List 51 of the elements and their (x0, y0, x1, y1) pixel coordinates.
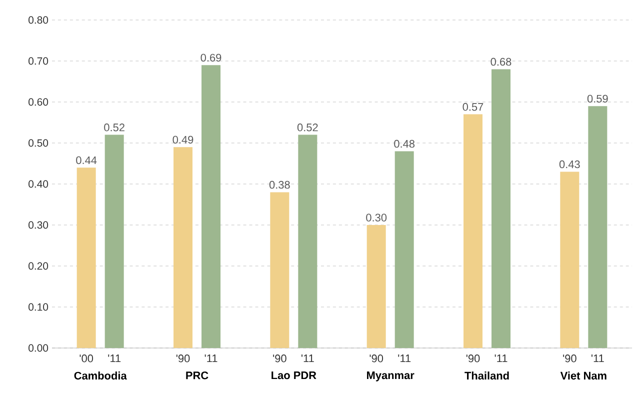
text: '90 (176, 354, 190, 362)
bar (270, 192, 290, 348)
text: '90 (563, 354, 576, 362)
text: '11 (592, 354, 604, 362)
bar (366, 225, 386, 348)
data-label: 0.49 (172, 136, 194, 144)
y-tick-label: 0.50 (28, 139, 48, 147)
y-tick-label: 0.00 (28, 344, 48, 352)
x-tick-label: Thailand (464, 372, 509, 380)
text: '90 (370, 354, 384, 362)
data-label: 0.48 (394, 140, 415, 148)
bar (174, 147, 192, 348)
text: '90 (466, 354, 480, 362)
text: '11 (204, 354, 218, 362)
data-label: 0.69 (200, 54, 222, 62)
x-tick-label: Viet Nam (560, 372, 606, 380)
bar (76, 168, 96, 348)
data-label: 0.43 (559, 160, 580, 168)
text: '11 (398, 354, 411, 362)
bar (104, 134, 124, 348)
y-tick-label: 0.40 (28, 180, 48, 188)
y-tick-label: 0.10 (28, 303, 48, 311)
data-label: 0.68 (490, 58, 512, 66)
data-label: 0.38 (269, 180, 290, 189)
x-tick-label: Cambodia (74, 372, 127, 380)
bar (560, 172, 580, 348)
y-tick-label: 0.30 (28, 221, 48, 229)
x-tick-label: Myanmar (367, 372, 414, 382)
text: '00 (80, 354, 94, 362)
y-tick-label: 0.80 (28, 16, 48, 24)
text: '11 (108, 354, 121, 362)
bar (588, 106, 608, 348)
text: '11 (301, 354, 314, 362)
bar (394, 151, 414, 348)
bar (464, 114, 483, 348)
bar (492, 69, 511, 348)
bar (298, 134, 318, 348)
data-label: 0.44 (76, 156, 97, 164)
y-tick-label: 0.20 (28, 262, 48, 270)
data-label: 0.52 (104, 124, 124, 132)
x-tick-label: Lao PDR (272, 372, 316, 380)
y-tick-label: 0.60 (28, 98, 48, 106)
data-label: 0.52 (297, 124, 318, 132)
text: '11 (494, 354, 508, 362)
data-label: 0.57 (462, 103, 484, 111)
x-tick-label: PRC (186, 372, 208, 380)
data-label: 0.59 (587, 94, 608, 103)
text: '90 (273, 354, 286, 362)
bar (202, 65, 221, 348)
y-tick-label: 0.70 (28, 57, 48, 65)
data-label: 0.30 (366, 214, 387, 222)
